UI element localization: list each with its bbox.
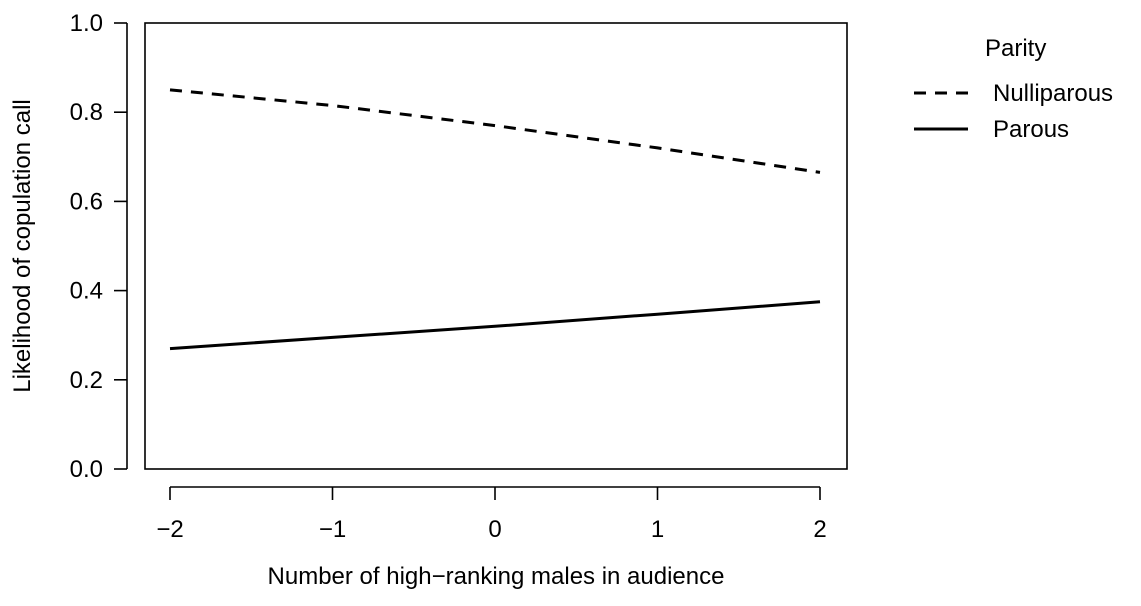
y-tick-label: 0.0	[70, 456, 103, 483]
x-tick-label: −2	[156, 516, 183, 543]
x-tick-label: 1	[651, 516, 664, 543]
y-tick-label: 0.6	[70, 188, 103, 215]
x-axis-label: Number of high−ranking males in audience	[268, 563, 725, 590]
x-axis: −2 −1 0 1 2	[156, 486, 827, 543]
legend: Parity Nulliparous Parous	[914, 35, 1113, 143]
x-tick-label: −1	[319, 516, 346, 543]
legend-label-parous: Parous	[993, 116, 1069, 143]
series-line-parous	[169, 300, 821, 351]
x-tick-label: 0	[488, 516, 501, 543]
series-layer	[169, 88, 821, 351]
plot-frame	[144, 22, 848, 470]
legend-label-nulliparous: Nulliparous	[993, 80, 1113, 107]
y-tick-label: 0.4	[70, 278, 103, 305]
y-axis-label: Likelihood of copulation call	[9, 99, 36, 393]
y-tick-label: 1.0	[70, 10, 103, 37]
y-tick-label: 0.8	[70, 99, 103, 126]
legend-title: Parity	[985, 35, 1046, 62]
y-axis: 0.0 0.2 0.4 0.6 0.8 1.0	[70, 10, 128, 483]
legend-entries: Nulliparous Parous	[914, 80, 1113, 143]
series-line-nulliparous	[169, 88, 821, 174]
y-tick-label: 0.2	[70, 367, 103, 394]
x-tick-label: 2	[813, 516, 826, 543]
plot-area	[144, 22, 848, 470]
